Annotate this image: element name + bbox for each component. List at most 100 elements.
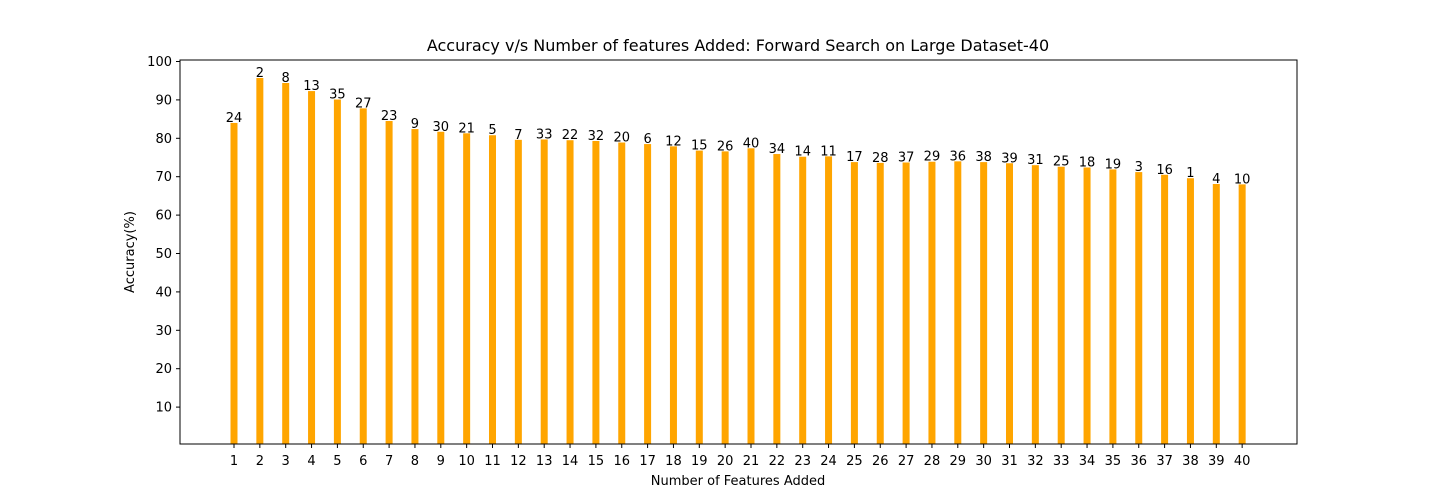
plot-area-frame xyxy=(179,59,1298,445)
x-tick-label: 36 xyxy=(1130,454,1147,469)
x-tick-label: 33 xyxy=(1053,454,1070,469)
bar-data-label: 40 xyxy=(743,136,760,151)
x-tick-label: 40 xyxy=(1234,454,1251,469)
bar-data-label: 30 xyxy=(433,120,450,135)
x-tick-label: 26 xyxy=(872,454,889,469)
bar-data-label: 19 xyxy=(1105,157,1122,172)
x-tick-label: 8 xyxy=(411,454,419,469)
x-tick-label: 27 xyxy=(898,454,915,469)
bar-30 xyxy=(980,162,988,445)
bar-37 xyxy=(1161,174,1169,444)
bar-data-label: 37 xyxy=(898,150,915,165)
bar-data-label: 10 xyxy=(1234,172,1251,187)
bar-11 xyxy=(489,135,496,445)
x-tick-label: 35 xyxy=(1105,454,1122,469)
bar-35 xyxy=(1109,169,1117,444)
bar-16 xyxy=(618,142,626,444)
x-tick-label: 19 xyxy=(691,454,708,469)
bar-data-label: 21 xyxy=(458,121,475,136)
bar-data-label: 22 xyxy=(562,128,579,143)
bar-31 xyxy=(1006,163,1013,444)
y-tick-label: 70 xyxy=(155,170,172,185)
bar-data-label: 32 xyxy=(588,129,605,144)
x-tick-label: 34 xyxy=(1079,454,1096,469)
bar-5 xyxy=(333,99,341,445)
bar-data-label: 31 xyxy=(1027,153,1044,168)
x-tick-label: 22 xyxy=(769,454,786,469)
bar-data-label: 38 xyxy=(975,150,992,165)
bar-38 xyxy=(1186,178,1194,445)
bar-8 xyxy=(411,129,419,444)
bar-34 xyxy=(1083,167,1091,445)
bar-29 xyxy=(954,161,962,444)
bar-data-label: 20 xyxy=(613,131,630,146)
bar-data-label: 23 xyxy=(381,109,398,124)
bar-data-label: 26 xyxy=(717,139,734,154)
x-tick-label: 31 xyxy=(1001,454,1018,469)
bar-33 xyxy=(1057,166,1065,444)
bar-data-label: 6 xyxy=(643,132,651,147)
bar-data-label: 33 xyxy=(536,127,553,142)
bar-12 xyxy=(514,139,522,444)
bar-1 xyxy=(230,122,238,444)
bar-13 xyxy=(540,139,548,444)
x-tick-label: 24 xyxy=(820,454,837,469)
bar-17 xyxy=(644,144,652,444)
bar-18 xyxy=(669,146,677,445)
bar-data-label: 28 xyxy=(872,151,889,166)
bar-40 xyxy=(1238,184,1246,444)
x-tick-label: 9 xyxy=(437,454,445,469)
x-tick-label: 11 xyxy=(484,454,501,469)
bar-data-label: 4 xyxy=(1212,172,1220,187)
chart-title: Accuracy v/s Number of features Added: F… xyxy=(427,36,1049,55)
y-tick-label: 60 xyxy=(155,209,172,224)
bar-22 xyxy=(773,154,781,445)
bar-data-label: 15 xyxy=(691,139,708,154)
bar-data-label: 18 xyxy=(1079,155,1096,170)
x-tick-label: 17 xyxy=(639,454,656,469)
bar-data-label: 1 xyxy=(1186,166,1194,181)
bar-7 xyxy=(385,121,393,445)
bars-group xyxy=(230,78,1246,445)
x-tick-label: 15 xyxy=(588,454,605,469)
x-tick-label: 21 xyxy=(743,454,760,469)
bar-20 xyxy=(721,151,729,445)
x-tick-label: 7 xyxy=(385,454,393,469)
y-tick-label: 80 xyxy=(155,132,172,147)
x-tick-label: 12 xyxy=(510,454,527,469)
bar-data-label: 5 xyxy=(488,123,496,138)
x-tick-label: 23 xyxy=(794,454,811,469)
bar-27 xyxy=(902,162,910,445)
bar-39 xyxy=(1212,184,1220,444)
x-tick-label: 30 xyxy=(975,454,992,469)
x-tick-label: 29 xyxy=(950,454,967,469)
bar-data-label: 13 xyxy=(303,79,320,94)
bar-data-label: 27 xyxy=(355,96,372,111)
x-tick-label: 16 xyxy=(613,454,630,469)
bar-data-label: 8 xyxy=(282,71,290,86)
y-axis-label: Accuracy(%) xyxy=(123,211,138,293)
x-tick-label: 13 xyxy=(536,454,553,469)
bar-6 xyxy=(359,108,367,444)
bar-data-label: 24 xyxy=(226,111,243,126)
bar-24 xyxy=(825,156,833,444)
x-tick-label: 32 xyxy=(1027,454,1044,469)
x-tick-label: 10 xyxy=(458,454,475,469)
bar-data-label: 7 xyxy=(514,128,522,143)
x-tick-label: 1 xyxy=(230,454,238,469)
x-tick-label: 5 xyxy=(333,454,341,469)
bar-data-label: 12 xyxy=(665,134,682,149)
bar-data-label: 17 xyxy=(846,150,863,165)
bar-data-label: 14 xyxy=(794,145,811,160)
bar-data-label: 9 xyxy=(411,117,419,132)
bar-data-label: 34 xyxy=(769,142,786,157)
bar-19 xyxy=(695,150,703,444)
bar-25 xyxy=(850,162,858,445)
bar-data-label: 16 xyxy=(1156,163,1173,178)
bar-26 xyxy=(876,162,884,444)
y-tick-label: 20 xyxy=(155,362,172,377)
bar-28 xyxy=(928,161,936,444)
